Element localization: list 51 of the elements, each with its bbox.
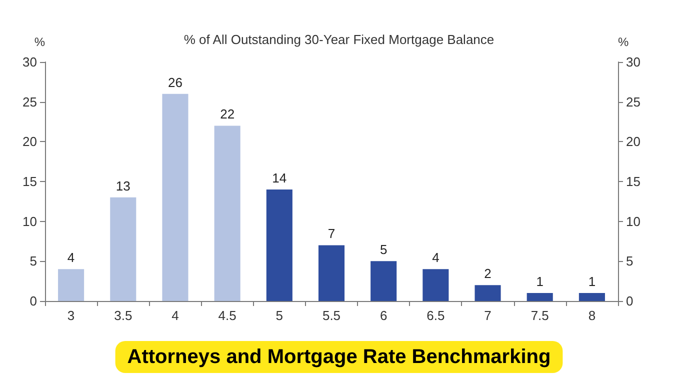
y-tick-label: 10 [22,214,37,229]
data-label: 26 [168,74,182,90]
x-tick-label: 8 [588,308,596,323]
data-label: 22 [220,106,235,122]
bar [474,285,501,301]
bar [266,189,292,301]
x-tick-label: 3 [67,308,75,323]
data-label: 2 [484,266,492,282]
y-tick-label: 15 [22,174,37,189]
text: Attorneys and Mortgage Rate Benchmarking [127,346,551,368]
data-label: 1 [588,274,596,290]
y2-tick-label: 10 [626,214,640,229]
y2-tick-label: 15 [626,174,640,189]
y2-tick-label: 20 [626,134,640,150]
x-tick-label: 6.5 [426,308,445,323]
y-tick-label: 5 [30,254,37,269]
data-label: 5 [380,242,388,258]
x-tick-label: 7.5 [530,308,549,323]
data-label: 1 [536,274,544,290]
x-tick-label: 7 [484,308,492,323]
bar [526,293,553,301]
bar [422,269,449,301]
bar [162,94,188,301]
y-tick-label: 20 [22,134,37,150]
bar [318,245,345,301]
bar [370,261,397,301]
y-tick-label: 30 [22,54,37,70]
chart-title: % of All Outstanding 30-Year Fixed Mortgage Balance [184,32,494,47]
y-tick-label: 25 [22,94,37,110]
data-label: 4 [67,250,75,266]
x-tick-label: 3.5 [114,308,132,323]
y2-tick-label: 5 [626,254,634,269]
x-tick-label: 5.5 [322,308,341,323]
data-label: 14 [272,170,287,186]
bar [578,293,605,301]
y-tick-label: 0 [30,294,37,308]
data-label: 7 [328,226,336,242]
x-tick-label: 4.5 [218,308,236,323]
y-axis-title: % [34,35,46,49]
x-tick-label: 5 [276,308,284,323]
bar [58,269,84,301]
x-tick-label: 6 [380,308,388,323]
y2-tick-label: 0 [626,294,634,308]
y2-axis-title: % [618,35,629,49]
data-label: 13 [116,178,130,194]
x-tick-label: 4 [172,308,179,323]
y2-tick-label: 25 [626,94,640,110]
data-label: 4 [432,250,440,266]
bar [214,126,240,301]
y2-tick-label: 30 [626,54,640,70]
bar [110,197,136,301]
